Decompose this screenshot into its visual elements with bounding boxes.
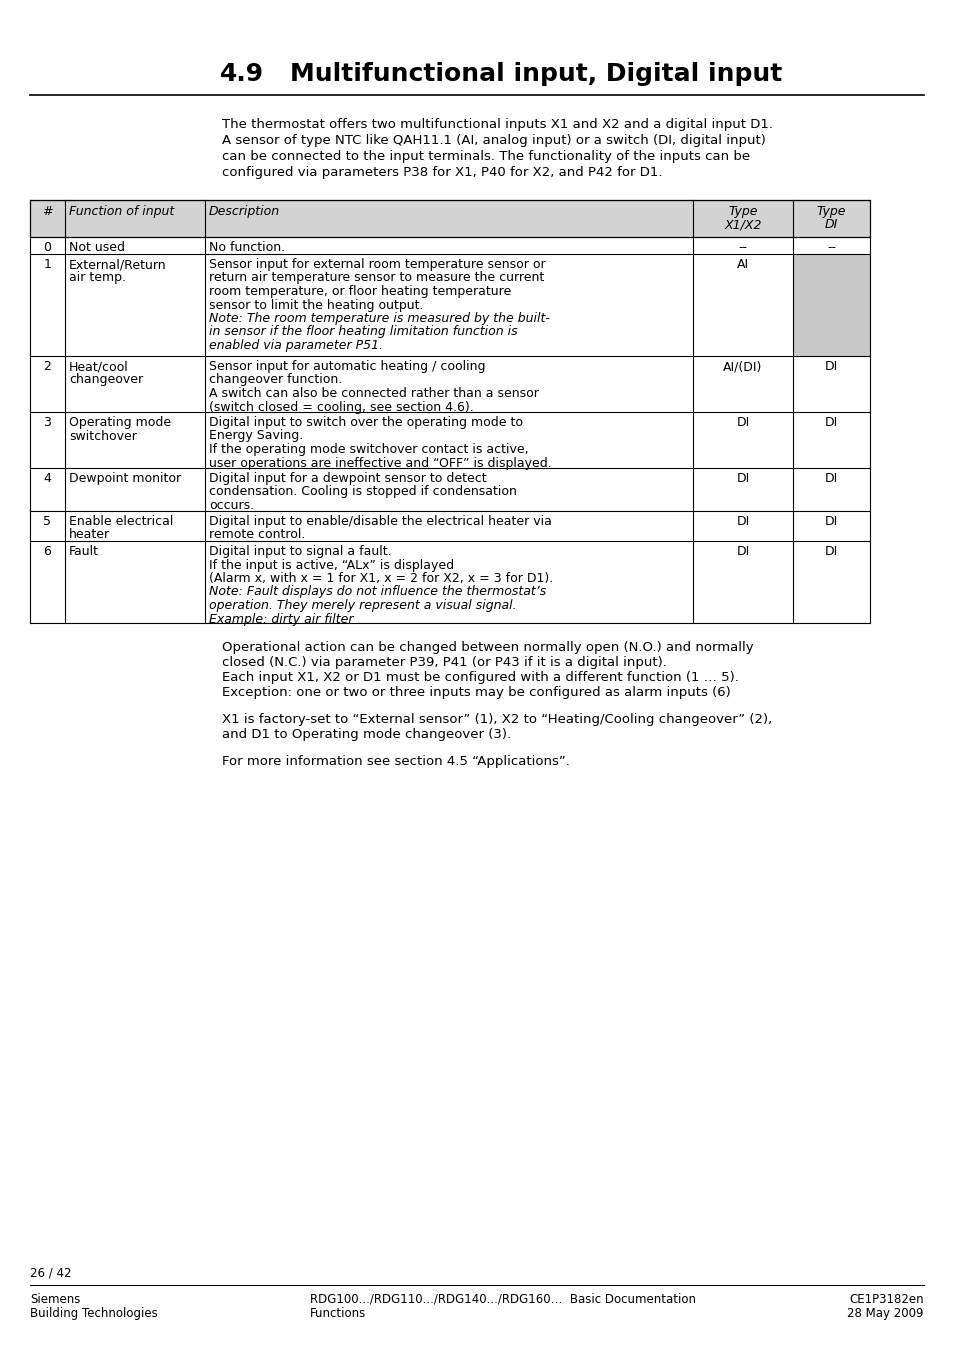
Text: Fault: Fault <box>69 545 99 558</box>
Text: Digital input to switch over the operating mode to: Digital input to switch over the operati… <box>209 416 522 429</box>
Text: The thermostat offers two multifunctional inputs X1 and X2 and a digital input D: The thermostat offers two multifunctiona… <box>222 117 772 131</box>
Text: A sensor of type NTC like QAH11.1 (AI, analog input) or a switch (DI, digital in: A sensor of type NTC like QAH11.1 (AI, a… <box>222 134 765 147</box>
Text: 1: 1 <box>44 258 51 271</box>
Bar <box>30 200 869 238</box>
Text: enabled via parameter P51.: enabled via parameter P51. <box>209 339 383 352</box>
Text: room temperature, or floor heating temperature: room temperature, or floor heating tempe… <box>209 285 511 298</box>
Text: Sensor input for automatic heating / cooling: Sensor input for automatic heating / coo… <box>209 360 485 373</box>
Text: Operational action can be changed between normally open (N.O.) and normally: Operational action can be changed betwee… <box>222 641 753 653</box>
Text: heater: heater <box>69 528 110 541</box>
Text: If the operating mode switchover contact is active,: If the operating mode switchover contact… <box>209 443 528 456</box>
Text: Type: Type <box>816 205 845 217</box>
Text: DI: DI <box>824 360 838 373</box>
Text: DI: DI <box>824 545 838 558</box>
Text: Dewpoint monitor: Dewpoint monitor <box>69 472 181 485</box>
Text: Exception: one or two or three inputs may be configured as alarm inputs (6): Exception: one or two or three inputs ma… <box>222 686 730 699</box>
Text: 5: 5 <box>44 514 51 528</box>
Text: 0: 0 <box>44 242 51 254</box>
Text: closed (N.C.) via parameter P39, P41 (or P43 if it is a digital input).: closed (N.C.) via parameter P39, P41 (or… <box>222 656 666 670</box>
Text: Each input X1, X2 or D1 must be configured with a different function (1 … 5).: Each input X1, X2 or D1 must be configur… <box>222 671 739 684</box>
Text: Not used: Not used <box>69 242 125 254</box>
Text: occurs.: occurs. <box>209 500 253 512</box>
Text: 26 / 42: 26 / 42 <box>30 1268 71 1280</box>
Text: Digital input for a dewpoint sensor to detect: Digital input for a dewpoint sensor to d… <box>209 472 486 485</box>
Text: Enable electrical: Enable electrical <box>69 514 173 528</box>
Text: (Alarm x, with x = 1 for X1, x = 2 for X2, x = 3 for D1).: (Alarm x, with x = 1 for X1, x = 2 for X… <box>209 572 553 585</box>
Text: If the input is active, “ALx” is displayed: If the input is active, “ALx” is display… <box>209 559 454 571</box>
Text: Sensor input for external room temperature sensor or: Sensor input for external room temperatu… <box>209 258 545 271</box>
Text: Digital input to signal a fault.: Digital input to signal a fault. <box>209 545 392 558</box>
Text: 4.9: 4.9 <box>220 62 264 86</box>
Text: Building Technologies: Building Technologies <box>30 1307 157 1320</box>
Text: air temp.: air temp. <box>69 271 126 285</box>
Text: --: -- <box>826 242 835 254</box>
Text: configured via parameters P38 for X1, P40 for X2, and P42 for D1.: configured via parameters P38 for X1, P4… <box>222 166 661 180</box>
Text: Digital input to enable/disable the electrical heater via: Digital input to enable/disable the elec… <box>209 514 551 528</box>
Text: Function of input: Function of input <box>69 205 174 217</box>
Text: user operations are ineffective and “OFF” is displayed.: user operations are ineffective and “OFF… <box>209 456 551 470</box>
Bar <box>792 254 869 356</box>
Text: DI: DI <box>824 514 838 528</box>
Text: DI: DI <box>824 416 838 429</box>
Text: in sensor if the floor heating limitation function is: in sensor if the floor heating limitatio… <box>209 325 517 339</box>
Text: For more information see section 4.5 “Applications”.: For more information see section 4.5 “Ap… <box>222 755 569 768</box>
Text: and D1 to Operating mode changeover (3).: and D1 to Operating mode changeover (3). <box>222 728 511 741</box>
Text: X1/X2: X1/X2 <box>723 219 760 231</box>
Text: Heat/cool: Heat/cool <box>69 360 129 373</box>
Text: Example: dirty air filter: Example: dirty air filter <box>209 613 354 625</box>
Text: Energy Saving.: Energy Saving. <box>209 429 303 443</box>
Text: remote control.: remote control. <box>209 528 305 541</box>
Text: Note: Fault displays do not influence the thermostat’s: Note: Fault displays do not influence th… <box>209 586 546 598</box>
Text: Siemens: Siemens <box>30 1293 80 1305</box>
Text: External/Return: External/Return <box>69 258 167 271</box>
Text: sensor to limit the heating output.: sensor to limit the heating output. <box>209 298 423 312</box>
Text: DI: DI <box>736 545 749 558</box>
Text: AI/(DI): AI/(DI) <box>722 360 761 373</box>
Text: switchover: switchover <box>69 429 136 443</box>
Text: DI: DI <box>824 472 838 485</box>
Text: A switch can also be connected rather than a sensor: A switch can also be connected rather th… <box>209 387 538 400</box>
Text: can be connected to the input terminals. The functionality of the inputs can be: can be connected to the input terminals.… <box>222 150 749 163</box>
Text: 4: 4 <box>44 472 51 485</box>
Text: X1 is factory-set to “External sensor” (1), X2 to “Heating/Cooling changeover” (: X1 is factory-set to “External sensor” (… <box>222 713 771 726</box>
Text: 2: 2 <box>44 360 51 373</box>
Text: return air temperature sensor to measure the current: return air temperature sensor to measure… <box>209 271 543 285</box>
Text: #: # <box>42 205 52 217</box>
Text: DI: DI <box>736 514 749 528</box>
Text: Multifunctional input, Digital input: Multifunctional input, Digital input <box>290 62 781 86</box>
Text: changeover function.: changeover function. <box>209 374 342 386</box>
Text: 6: 6 <box>44 545 51 558</box>
Text: CE1P3182en: CE1P3182en <box>848 1293 923 1305</box>
Text: RDG100.../RDG110.../RDG140.../RDG160…  Basic Documentation: RDG100.../RDG110.../RDG140.../RDG160… Ba… <box>310 1293 696 1305</box>
Text: 28 May 2009: 28 May 2009 <box>846 1307 923 1320</box>
Text: Functions: Functions <box>310 1307 366 1320</box>
Text: Description: Description <box>209 205 280 217</box>
Text: operation. They merely represent a visual signal.: operation. They merely represent a visua… <box>209 599 517 612</box>
Text: Note: The room temperature is measured by the built-: Note: The room temperature is measured b… <box>209 312 549 325</box>
Text: AI: AI <box>736 258 748 271</box>
Text: DI: DI <box>824 219 838 231</box>
Text: --: -- <box>738 242 747 254</box>
Text: DI: DI <box>736 416 749 429</box>
Text: DI: DI <box>736 472 749 485</box>
Text: changeover: changeover <box>69 374 143 386</box>
Text: No function.: No function. <box>209 242 285 254</box>
Text: 3: 3 <box>44 416 51 429</box>
Text: (switch closed = cooling, see section 4.6).: (switch closed = cooling, see section 4.… <box>209 401 474 413</box>
Text: Type: Type <box>727 205 757 217</box>
Text: Operating mode: Operating mode <box>69 416 171 429</box>
Text: condensation. Cooling is stopped if condensation: condensation. Cooling is stopped if cond… <box>209 486 517 498</box>
